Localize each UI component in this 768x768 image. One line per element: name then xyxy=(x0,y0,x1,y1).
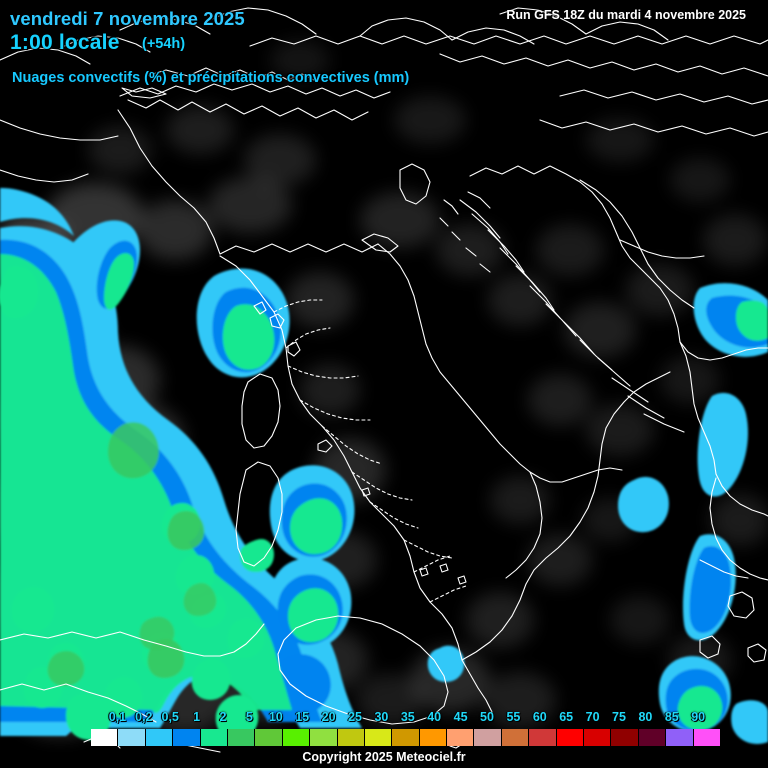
color-scale-tick: 60 xyxy=(532,710,547,724)
color-swatch xyxy=(145,729,174,746)
color-scale-labels: 0,1 0,2 0,5 1 2 5 10 15 20 25 30 35 40 45 50 55 60 65 70 75… xyxy=(0,710,768,727)
color-swatch xyxy=(200,729,228,746)
color-swatch xyxy=(364,729,393,746)
color-swatch xyxy=(282,729,311,746)
color-scale-tick: 85 xyxy=(664,710,679,724)
color-scale-tick: 30 xyxy=(374,710,389,724)
color-swatch xyxy=(584,729,612,746)
color-scale-legend: 0,1 0,2 0,5 1 2 5 10 15 20 25 30 35 40 45 50 55 60 65 70 75… xyxy=(0,710,768,768)
color-swatch xyxy=(474,729,502,746)
copyright-notice: Copyright 2025 Meteociel.fr xyxy=(302,750,466,764)
color-scale-tick: 45 xyxy=(453,710,468,724)
color-scale-tick: 5 xyxy=(245,710,253,724)
color-scale-tick: 25 xyxy=(348,710,362,724)
color-scale-tick: 1 xyxy=(193,710,201,724)
color-scale-tick: 10 xyxy=(268,710,283,724)
color-swatch xyxy=(337,729,365,746)
color-swatch xyxy=(556,729,585,746)
color-scale-tick: 15 xyxy=(295,710,310,724)
color-scale-tick: 65 xyxy=(559,710,574,724)
color-swatch xyxy=(611,729,639,746)
color-scale-tick: 50 xyxy=(480,710,494,724)
color-scale-tick: 40 xyxy=(427,710,442,724)
color-swatch xyxy=(91,729,119,746)
color-scale-tick: 2 xyxy=(219,710,227,724)
color-scale-tick: 75 xyxy=(612,710,626,724)
color-swatch xyxy=(392,729,420,746)
color-swatch xyxy=(227,729,256,746)
color-swatch xyxy=(501,729,530,746)
color-scale-tick: 90 xyxy=(691,710,706,724)
color-swatch xyxy=(447,729,475,746)
color-scale-swatches xyxy=(91,729,721,746)
color-scale-tick: 20 xyxy=(321,710,336,724)
color-swatch xyxy=(255,729,283,746)
color-swatch xyxy=(638,729,667,746)
color-scale-tick: 0,5 xyxy=(161,710,179,724)
color-swatch xyxy=(173,729,201,746)
color-scale-tick: 0,1 xyxy=(108,710,127,724)
color-swatch xyxy=(693,729,721,746)
color-scale-tick: 80 xyxy=(638,710,653,724)
color-scale-tick: 55 xyxy=(506,710,521,724)
color-swatch xyxy=(529,729,557,746)
color-scale-tick: 35 xyxy=(400,710,415,724)
color-swatch xyxy=(310,729,338,746)
color-swatch xyxy=(118,729,146,746)
color-scale-tick: 0,2 xyxy=(135,710,153,724)
color-swatch xyxy=(666,729,694,746)
color-swatch xyxy=(419,729,448,746)
color-scale-tick: 70 xyxy=(585,710,600,724)
